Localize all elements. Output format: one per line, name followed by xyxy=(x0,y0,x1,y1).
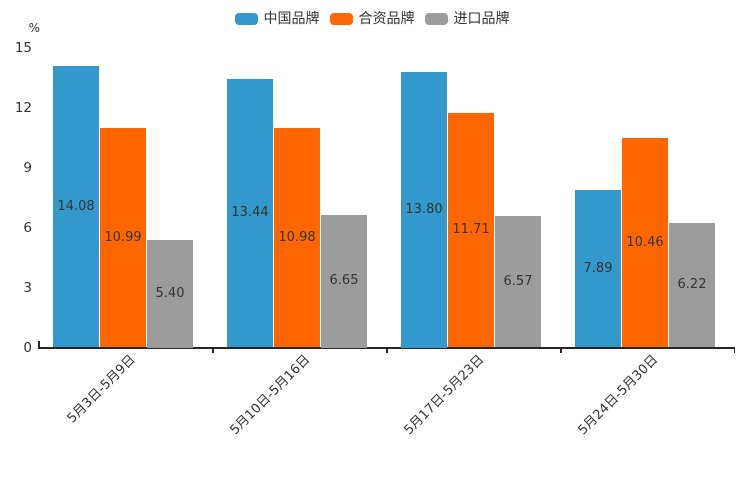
y-tick-label: 15 xyxy=(14,39,32,56)
x-category-label: 5月17日-5月23日 xyxy=(401,352,487,439)
bar-value-label: 10.98 xyxy=(278,229,316,245)
legend-label: 进口品牌 xyxy=(453,11,510,27)
bar xyxy=(147,239,193,348)
bar xyxy=(575,189,621,348)
y-axis-unit-label: % xyxy=(28,21,40,35)
bar xyxy=(495,216,541,348)
bar-value-label: 6.22 xyxy=(677,277,707,293)
bar-value-label: 14.08 xyxy=(57,198,95,214)
x-category-label: 5月10日-5月16日 xyxy=(227,352,313,439)
y-tick-label: 3 xyxy=(23,279,32,296)
x-category-label: 5月3日-5月9日 xyxy=(64,352,139,427)
bar xyxy=(321,214,367,348)
x-axis-tick xyxy=(733,348,735,353)
legend-label: 中国品牌 xyxy=(263,11,320,27)
legend-item: 进口品牌 xyxy=(424,11,510,27)
bar xyxy=(53,65,99,348)
x-axis-tick xyxy=(386,348,388,353)
x-axis-tick xyxy=(560,348,562,353)
y-tick-label: 6 xyxy=(23,219,32,236)
bar xyxy=(274,127,320,348)
y-tick-label: 9 xyxy=(23,159,32,176)
bar xyxy=(100,127,146,348)
legend-item: 合资品牌 xyxy=(329,11,415,27)
x-category-label: 5月24日-5月30日 xyxy=(575,352,661,439)
legend-swatch-icon xyxy=(329,13,353,25)
bar-value-label: 7.89 xyxy=(583,260,613,276)
y-tick-label: 12 xyxy=(14,99,32,116)
legend-swatch-icon xyxy=(234,13,258,25)
x-axis-tick xyxy=(212,348,214,353)
bar-value-label: 13.44 xyxy=(231,205,269,221)
legend-label: 合资品牌 xyxy=(358,11,415,27)
bar-value-label: 5.40 xyxy=(155,285,185,301)
bar-value-label: 6.57 xyxy=(503,273,533,289)
bar xyxy=(227,78,273,348)
x-axis-tick xyxy=(38,341,40,347)
bar-value-label: 11.71 xyxy=(452,222,490,238)
bar-value-label: 13.80 xyxy=(405,201,443,217)
legend-swatch-icon xyxy=(424,13,448,25)
bar xyxy=(669,223,715,348)
x-axis-line xyxy=(38,346,735,349)
bar-value-label: 6.65 xyxy=(329,273,359,288)
legend-item: 中国品牌 xyxy=(234,11,320,27)
y-tick-label: 0 xyxy=(23,339,32,356)
bar xyxy=(401,71,447,348)
bar xyxy=(622,138,668,348)
bar-value-label: 10.46 xyxy=(626,234,664,250)
bar xyxy=(448,113,494,348)
bar-value-label: 10.99 xyxy=(104,229,142,245)
legend: 中国品牌 合资品牌 进口品牌 xyxy=(0,9,744,29)
